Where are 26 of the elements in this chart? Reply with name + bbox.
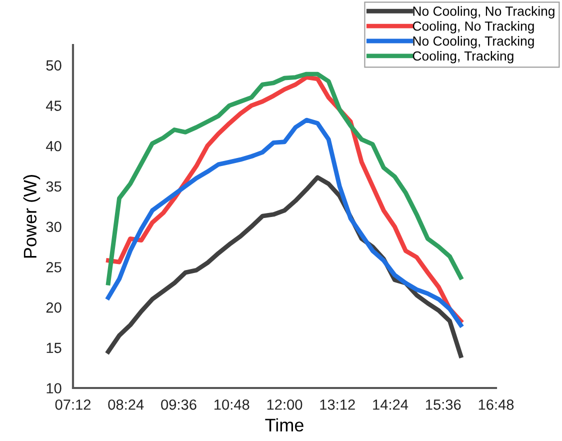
x-tick-label: 09:36 — [161, 399, 196, 410]
line-series — [106, 72, 463, 286]
x-tick-label: 12:00 — [267, 399, 302, 410]
x-tick-label: 16:48 — [478, 399, 514, 410]
y-tick-label: 10 — [46, 383, 62, 394]
legend-label: No Cooling, Tracking — [413, 36, 534, 48]
y-tick-label: 25 — [46, 262, 62, 272]
x-tick-label: 07:12 — [55, 399, 91, 410]
legend-label: Cooling, Tracking — [412, 50, 514, 64]
y-tick-label: 45 — [46, 100, 62, 111]
x-tick-label: 08:24 — [108, 399, 144, 410]
y-tick-label: 20 — [46, 302, 62, 313]
y-tick-label: 30 — [46, 222, 62, 232]
y-tick-label: 40 — [46, 140, 62, 152]
y-tick-label: 35 — [46, 181, 62, 192]
y-axis-title: Power (W) — [23, 174, 40, 258]
y-tick-label: 50 — [46, 60, 62, 71]
x-tick-label: 10:48 — [214, 399, 250, 410]
x-tick-label: 13:12 — [320, 399, 355, 410]
legend-label: No Cooling, No Tracking — [413, 6, 554, 18]
x-tick-label: 15:36 — [426, 399, 461, 410]
y-tick-label: 15 — [46, 342, 62, 354]
line-series — [106, 118, 463, 328]
legend-label: Cooling, No Tracking — [412, 21, 534, 34]
x-tick-label: 14:24 — [373, 399, 408, 410]
x-axis-title: Time — [265, 418, 304, 432]
